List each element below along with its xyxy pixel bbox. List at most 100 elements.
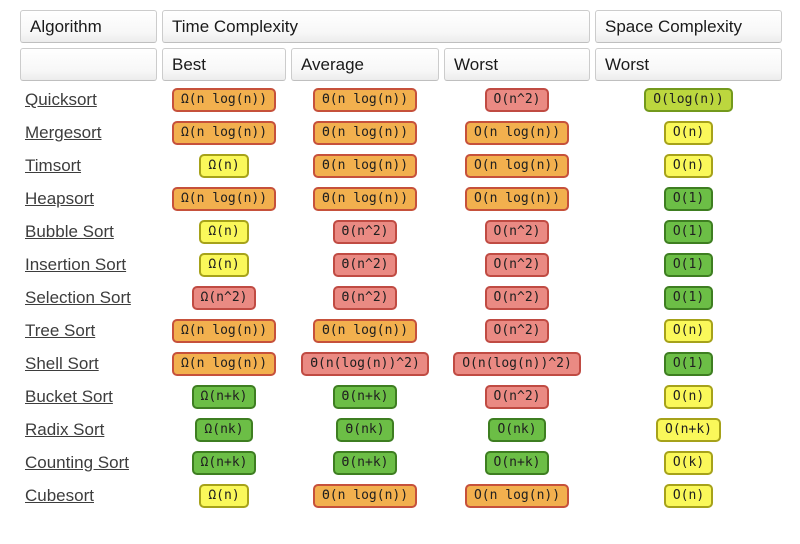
- algorithm-link[interactable]: Bucket Sort: [25, 387, 113, 406]
- worst-cell: O(n log(n)): [444, 482, 590, 510]
- worst-cell: O(n^2): [444, 383, 590, 411]
- header-row-groups: Algorithm Time Complexity Space Complexi…: [20, 10, 783, 43]
- complexity-badge: Θ(n^2): [332, 220, 398, 244]
- algorithm-link[interactable]: Mergesort: [25, 123, 102, 142]
- worst-cell: O(n^2): [444, 218, 590, 246]
- complexity-badge: Θ(n log(n)): [312, 187, 418, 211]
- worst-cell: O(n log(n)): [444, 152, 590, 180]
- complexity-badge: O(1): [663, 286, 714, 310]
- complexity-badge: Ω(n): [199, 154, 249, 178]
- algorithm-cell: Insertion Sort: [20, 251, 157, 279]
- complexity-badge: O(n(log(n))^2): [453, 352, 581, 376]
- complexity-badge: Θ(n log(n)): [312, 88, 418, 112]
- complexity-badge: O(n^2): [484, 286, 550, 310]
- best-cell: Ω(n log(n)): [162, 86, 286, 114]
- complexity-badge: Θ(n log(n)): [312, 319, 418, 343]
- algorithm-cell: Bubble Sort: [20, 218, 157, 246]
- algorithm-link[interactable]: Quicksort: [25, 90, 97, 109]
- complexity-badge: O(n^2): [484, 220, 550, 244]
- algorithm-cell: Quicksort: [20, 86, 157, 114]
- table-row: Radix Sort Ω(nk) Θ(nk) O(nk) O(n+k): [20, 416, 782, 444]
- complexity-badge: O(1): [663, 220, 714, 244]
- worst-cell: O(n^2): [444, 86, 590, 114]
- best-cell: Ω(n): [162, 482, 286, 510]
- complexity-badge: Ω(n log(n)): [171, 319, 277, 343]
- algorithm-link[interactable]: Insertion Sort: [25, 255, 127, 274]
- algorithm-cell: Heapsort: [20, 185, 157, 213]
- table-row: Mergesort Ω(n log(n)) Θ(n log(n)) O(n log(n…: [20, 119, 782, 147]
- complexity-badge: O(n): [663, 484, 714, 508]
- average-cell: Θ(n+k): [291, 449, 439, 477]
- worst-cell: O(n^2): [444, 317, 590, 345]
- algorithm-link[interactable]: Tree Sort: [25, 321, 96, 340]
- average-cell: Θ(n log(n)): [291, 119, 439, 147]
- algorithm-cell: Timsort: [20, 152, 157, 180]
- complexity-badge: Θ(n^2): [332, 253, 398, 277]
- algorithm-link[interactable]: Bubble Sort: [25, 222, 114, 241]
- complexity-badge: O(1): [663, 253, 714, 277]
- table-row: Bubble Sort Ω(n) Θ(n^2) O(n^2) O(1): [20, 218, 782, 246]
- complexity-badge: Θ(n+k): [332, 451, 398, 475]
- space-worst-cell: O(1): [595, 251, 782, 279]
- algorithm-link[interactable]: Selection Sort: [25, 288, 131, 307]
- algorithm-link[interactable]: Counting Sort: [25, 453, 129, 472]
- header-space-complexity: Space Complexity: [595, 10, 783, 43]
- algorithm-cell: Tree Sort: [20, 317, 157, 345]
- complexity-badge: Θ(n(log(n))^2): [301, 352, 429, 376]
- table-row: Insertion Sort Ω(n) Θ(n^2) O(n^2) O(1): [20, 251, 782, 279]
- space-worst-cell: O(1): [595, 284, 782, 312]
- complexity-badge: O(n^2): [484, 385, 550, 409]
- complexity-badge: O(1): [663, 187, 714, 211]
- space-worst-cell: O(n): [595, 482, 782, 510]
- average-cell: Θ(n+k): [291, 383, 439, 411]
- worst-cell: O(n+k): [444, 449, 590, 477]
- complexity-badge: Ω(n): [199, 253, 249, 277]
- table-row: Quicksort Ω(n log(n)) Θ(n log(n)) O(n^2) O(l…: [20, 86, 782, 114]
- complexity-badge: O(n^2): [484, 253, 550, 277]
- algorithm-link[interactable]: Radix Sort: [25, 420, 105, 439]
- average-cell: Θ(n^2): [291, 218, 439, 246]
- complexity-badge: O(n log(n)): [464, 484, 570, 508]
- average-cell: Θ(n^2): [291, 284, 439, 312]
- best-cell: Ω(n^2): [162, 284, 286, 312]
- complexity-badge: Ω(nk): [195, 418, 253, 442]
- complexity-badge: O(n log(n)): [464, 154, 570, 178]
- best-cell: Ω(n log(n)): [162, 185, 286, 213]
- algorithm-link[interactable]: Timsort: [25, 156, 82, 175]
- algorithm-link[interactable]: Heapsort: [25, 189, 94, 208]
- algorithm-link[interactable]: Cubesort: [25, 486, 94, 505]
- space-worst-cell: O(1): [595, 218, 782, 246]
- header-best: Best: [162, 48, 286, 81]
- table-header: Algorithm Time Complexity Space Complexi…: [20, 10, 783, 81]
- space-worst-cell: O(n): [595, 119, 782, 147]
- complexity-badge: Ω(n log(n)): [171, 352, 277, 376]
- worst-cell: O(nk): [444, 416, 590, 444]
- average-cell: Θ(n(log(n))^2): [291, 350, 439, 378]
- best-cell: Ω(nk): [162, 416, 286, 444]
- complexity-badge: O(n): [663, 121, 714, 145]
- complexity-badge: Θ(n+k): [332, 385, 398, 409]
- algorithm-cell: Radix Sort: [20, 416, 157, 444]
- header-average: Average: [291, 48, 439, 81]
- complexity-badge: O(n+k): [484, 451, 550, 475]
- complexity-badge: O(1): [663, 352, 714, 376]
- table-row: Cubesort Ω(n) Θ(n log(n)) O(n log(n)) O(n): [20, 482, 782, 510]
- space-worst-cell: O(k): [595, 449, 782, 477]
- complexity-badge: Ω(n log(n)): [171, 88, 277, 112]
- worst-cell: O(n^2): [444, 284, 590, 312]
- algorithm-cell: Cubesort: [20, 482, 157, 510]
- best-cell: Ω(n): [162, 152, 286, 180]
- sorting-complexity-table: Algorithm Time Complexity Space Complexi…: [15, 5, 787, 515]
- space-worst-cell: O(log(n)): [595, 86, 782, 114]
- space-worst-cell: O(1): [595, 185, 782, 213]
- average-cell: Θ(n log(n)): [291, 86, 439, 114]
- algorithm-cell: Counting Sort: [20, 449, 157, 477]
- table-row: Selection Sort Ω(n^2) Θ(n^2) O(n^2) O(1): [20, 284, 782, 312]
- header-row-cases: Best Average Worst Worst: [20, 48, 783, 81]
- best-cell: Ω(n log(n)): [162, 317, 286, 345]
- complexity-badge: O(n): [663, 319, 714, 343]
- best-cell: Ω(n log(n)): [162, 350, 286, 378]
- average-cell: Θ(n log(n)): [291, 185, 439, 213]
- algorithm-link[interactable]: Shell Sort: [25, 354, 99, 373]
- best-cell: Ω(n): [162, 251, 286, 279]
